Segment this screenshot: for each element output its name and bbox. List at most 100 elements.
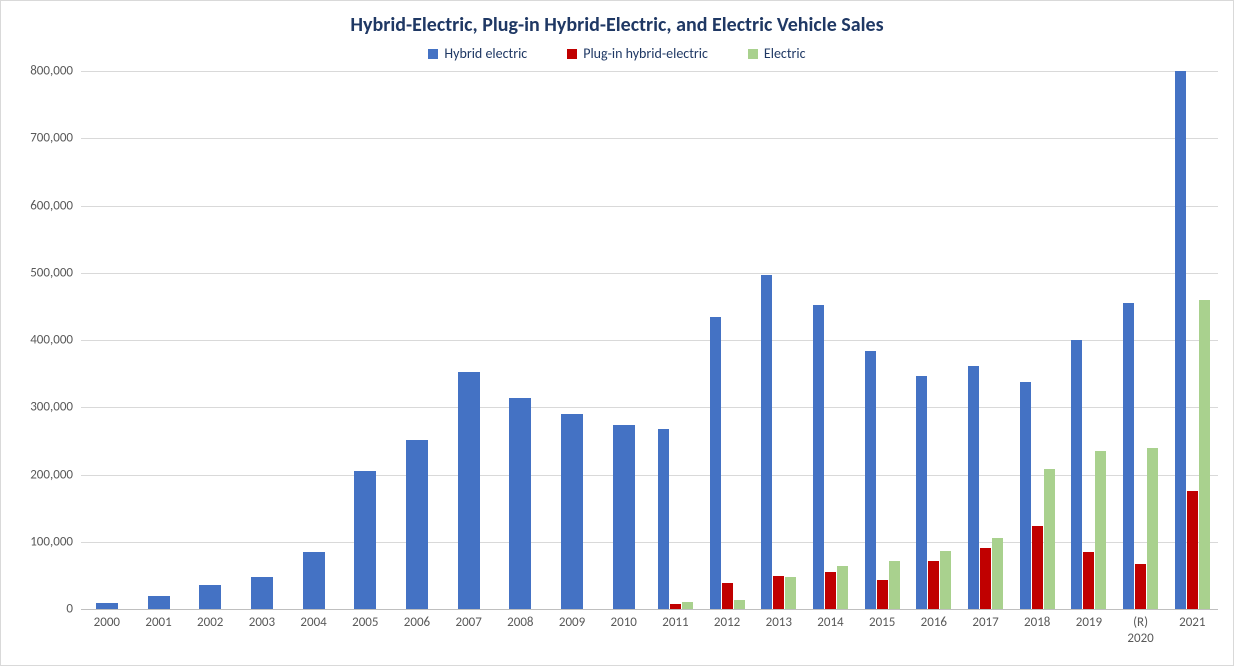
- bar: [1199, 300, 1210, 609]
- year-group: 2018: [1011, 71, 1063, 609]
- year-group: 2019: [1063, 71, 1115, 609]
- bar: [458, 372, 480, 609]
- bar: [1147, 448, 1158, 609]
- legend-label: Hybrid electric: [444, 45, 527, 62]
- year-group: (R)2020: [1115, 71, 1167, 609]
- bars-layer: 2000200120022003200420052006200720082009…: [81, 71, 1218, 609]
- year-group: 2002: [184, 71, 236, 609]
- bar: [1032, 526, 1043, 609]
- bar: [940, 551, 951, 610]
- legend-item: Hybrid electric: [428, 45, 527, 62]
- year-group: 2001: [133, 71, 185, 609]
- year-group: 2012: [701, 71, 753, 609]
- year-group: 2003: [236, 71, 288, 609]
- bar: [199, 585, 221, 609]
- legend-label: Electric: [764, 45, 806, 62]
- vehicle-sales-chart: Hybrid-Electric, Plug-in Hybrid-Electric…: [0, 0, 1234, 666]
- y-axis-label: 100,000: [30, 534, 73, 549]
- chart-legend: Hybrid electric Plug-in hybrid-electric El…: [1, 45, 1233, 62]
- year-group: 2016: [908, 71, 960, 609]
- legend-item: Plug-in hybrid-electric: [567, 45, 708, 62]
- bar: [561, 414, 583, 609]
- x-axis-label: 2006: [404, 615, 430, 631]
- bar: [1175, 71, 1186, 609]
- bar: [1135, 564, 1146, 609]
- year-group: 2006: [391, 71, 443, 609]
- x-axis-label: 2021: [1179, 615, 1205, 631]
- bar: [773, 576, 784, 609]
- bar: [670, 604, 681, 609]
- y-axis-label: 700,000: [30, 131, 73, 146]
- x-axis-label: 2005: [352, 615, 378, 631]
- x-axis-label: (R)2020: [1127, 615, 1153, 646]
- bar: [761, 275, 772, 609]
- bar: [613, 425, 635, 609]
- bar: [406, 440, 428, 609]
- x-axis-label: 2008: [507, 615, 533, 631]
- year-group: 2021: [1166, 71, 1218, 609]
- bar: [980, 548, 991, 609]
- bar: [251, 577, 273, 609]
- bar: [509, 398, 531, 609]
- bar: [1044, 469, 1055, 609]
- x-axis-label: 2019: [1076, 615, 1102, 631]
- y-axis-label: 600,000: [30, 198, 73, 213]
- y-axis-label: 200,000: [30, 467, 73, 482]
- year-group: 2007: [443, 71, 495, 609]
- y-axis-label: 0: [66, 602, 73, 617]
- year-group: 2008: [495, 71, 547, 609]
- bar: [928, 561, 939, 609]
- year-group: 2014: [805, 71, 857, 609]
- x-axis-label: 2011: [662, 615, 688, 631]
- bar: [658, 429, 669, 609]
- year-group: 2011: [650, 71, 702, 609]
- year-group: 2015: [856, 71, 908, 609]
- year-group: 2009: [546, 71, 598, 609]
- bar: [992, 538, 1003, 609]
- y-axis-label: 500,000: [30, 265, 73, 280]
- bar: [1020, 382, 1031, 609]
- year-group: 2010: [598, 71, 650, 609]
- year-group: 2004: [288, 71, 340, 609]
- year-group: 2005: [339, 71, 391, 609]
- x-axis-label: 2002: [197, 615, 223, 631]
- y-axis-label: 400,000: [30, 333, 73, 348]
- year-group: 2000: [81, 71, 133, 609]
- plot-area: 0100,000200,000300,000400,000500,000600,…: [81, 71, 1218, 610]
- bar: [1083, 552, 1094, 609]
- bar: [877, 580, 888, 609]
- legend-swatch: [428, 49, 438, 59]
- x-axis-label: 2015: [869, 615, 895, 631]
- y-axis-label: 800,000: [30, 64, 73, 79]
- x-axis-label: 2004: [300, 615, 326, 631]
- bar: [825, 572, 836, 609]
- bar: [96, 603, 118, 609]
- bar: [303, 552, 325, 609]
- x-axis-label: 2013: [766, 615, 792, 631]
- bar: [916, 376, 927, 609]
- legend-label: Plug-in hybrid-electric: [583, 45, 708, 62]
- x-axis-label: 2012: [714, 615, 740, 631]
- legend-swatch: [748, 49, 758, 59]
- year-group: 2017: [960, 71, 1012, 609]
- bar: [734, 600, 745, 609]
- chart-title: Hybrid-Electric, Plug-in Hybrid-Electric…: [1, 13, 1233, 37]
- x-axis-label: 2003: [249, 615, 275, 631]
- bar: [889, 561, 900, 609]
- bar: [813, 305, 824, 609]
- bar: [785, 577, 796, 609]
- bar: [354, 471, 376, 609]
- x-axis-label: 2016: [921, 615, 947, 631]
- bar: [682, 602, 693, 609]
- year-group: 2013: [753, 71, 805, 609]
- bar: [722, 583, 733, 609]
- bar: [1095, 451, 1106, 609]
- bar: [1071, 340, 1082, 609]
- bar: [837, 566, 848, 609]
- x-axis-label: 2014: [817, 615, 843, 631]
- legend-swatch: [567, 49, 577, 59]
- x-axis-label: 2009: [559, 615, 585, 631]
- bar: [1187, 491, 1198, 609]
- bar: [710, 317, 721, 609]
- x-axis-label: 2017: [972, 615, 998, 631]
